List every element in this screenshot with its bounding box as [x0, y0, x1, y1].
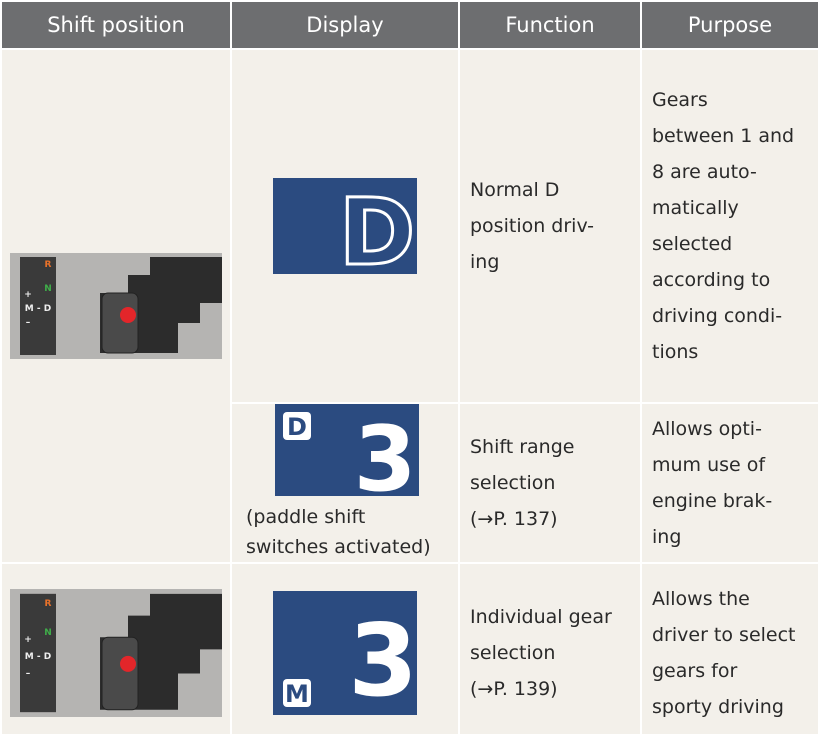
text-line: mum use of — [652, 454, 766, 476]
shifter-label: M - D — [25, 304, 51, 314]
function-text: Shift range selection (→P. 137) — [470, 429, 630, 537]
lever — [101, 636, 139, 711]
shifter-label: N — [44, 284, 52, 294]
text-line: ing — [470, 251, 500, 273]
shifter-label: R — [45, 260, 52, 270]
shifter-drawing: R N + M - D – — [10, 253, 222, 359]
display-badge: M — [285, 680, 309, 708]
shifter-drawing: R N + M - D – — [10, 589, 222, 717]
shifter-cell: R N + M - D – — [0, 562, 232, 734]
shifter-image: R N + M - D – — [2, 253, 230, 359]
text-line: selection — [470, 472, 556, 494]
shifter-label: – — [26, 318, 31, 328]
shifter-cell: R N + M - D – — [0, 48, 232, 564]
row: R N + M - D – D Normal D position driv-ing Ge… — [0, 48, 818, 564]
lever — [101, 292, 139, 354]
function-cell: Shift range selection (→P. 137) — [458, 402, 642, 564]
text-line: Shift range — [470, 436, 575, 458]
text-line: Gears — [652, 89, 708, 111]
purpose-text: Gears between 1 and 8 are auto-matically se… — [652, 82, 808, 370]
text-line: Allows opti- — [652, 418, 762, 440]
display-caption: (paddle shift switches activated) — [246, 502, 458, 562]
function-cell: Normal D position driv-ing — [458, 48, 642, 404]
text-line: between 1 and — [652, 125, 795, 147]
function-cell: Individual gear selection (→P. 139) — [458, 562, 642, 734]
text-line: sporty driving — [652, 696, 784, 718]
purpose-text: Allows opti-mum use of engine brak-ing — [652, 411, 808, 555]
gate-panel — [20, 257, 56, 355]
function-text: Individual gear selection (→P. 139) — [470, 599, 630, 707]
text-line: selected — [652, 233, 733, 255]
text-line: gears for — [652, 660, 738, 682]
header-cell: Purpose — [640, 0, 818, 50]
lever-dot — [120, 655, 136, 672]
text-line: (paddle shift — [246, 506, 366, 528]
shifter-label: R — [45, 599, 52, 609]
text-line: ing — [652, 526, 682, 548]
display-digit: 3 — [354, 407, 417, 496]
purpose-text: Allows the driver to select gears for sport… — [652, 581, 808, 725]
shifter-image: R N + M - D – — [2, 589, 230, 717]
text-line: Individual gear — [470, 606, 612, 628]
purpose-cell: Allows the driver to select gears for sport… — [640, 562, 818, 734]
purpose-cell: Gears between 1 and 8 are auto-matically se… — [640, 48, 818, 404]
header-cell: Function — [458, 0, 642, 50]
text-line: Allows the — [652, 588, 750, 610]
header-cell: Display — [230, 0, 460, 50]
text-line: according to — [652, 269, 771, 291]
text-line: engine brak- — [652, 490, 773, 512]
header-row: Shift position Display Function Purpose — [0, 0, 818, 50]
display-cell: M 3 — [230, 562, 460, 734]
display-badge: D — [287, 413, 307, 441]
text-line: tions — [652, 341, 699, 363]
text-line: (→P. 139) — [470, 678, 558, 700]
shifter-label: M - D — [25, 652, 51, 662]
display-icon: M 3 — [273, 591, 417, 715]
purpose-cell: Allows opti-mum use of engine brak-ing — [640, 402, 818, 564]
shifter-label: + — [24, 635, 32, 645]
text-line: (→P. 137) — [470, 508, 558, 530]
text-line: position driv- — [470, 215, 595, 237]
text-line: driving condi- — [652, 305, 783, 327]
text-line: matically — [652, 197, 739, 219]
text-line: selection — [470, 642, 556, 664]
display-icon: D — [273, 178, 417, 274]
display-icon: D 3 — [275, 404, 419, 496]
row: D 3 (paddle shift switches activated) Shi… — [1, 402, 818, 564]
row: R N + M - D – M 3 Individual gear selection (→… — [0, 562, 818, 734]
text-line: Normal D — [470, 179, 560, 201]
gate-panel — [20, 593, 56, 713]
lever-dot — [120, 307, 136, 323]
text-line: switches activated) — [246, 536, 431, 558]
text-line: driver to select — [652, 624, 796, 646]
header-cell: Shift position — [0, 0, 232, 50]
shifter-label: – — [26, 669, 31, 679]
display-cell: D 3 (paddle shift switches activated) — [230, 402, 460, 564]
display-digit: 3 — [348, 602, 417, 715]
display-glyph: D — [339, 179, 415, 274]
display-cell: D — [230, 48, 460, 404]
shifter-label: N — [44, 628, 52, 638]
function-text: Normal D position driv-ing — [470, 172, 630, 280]
shifter-label: + — [24, 290, 32, 300]
text-line: 8 are auto- — [652, 161, 757, 183]
